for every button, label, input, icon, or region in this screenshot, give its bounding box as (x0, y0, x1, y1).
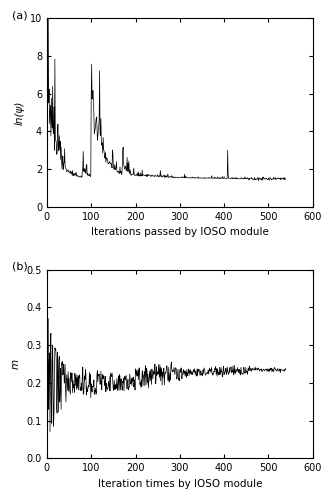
Y-axis label: ln(ψ): ln(ψ) (14, 100, 24, 125)
Text: (a): (a) (12, 10, 28, 20)
X-axis label: Iteration times by IOSO module: Iteration times by IOSO module (98, 479, 262, 489)
Y-axis label: m: m (11, 359, 21, 369)
X-axis label: Iterations passed by IOSO module: Iterations passed by IOSO module (91, 228, 269, 237)
Text: (b): (b) (12, 262, 28, 272)
